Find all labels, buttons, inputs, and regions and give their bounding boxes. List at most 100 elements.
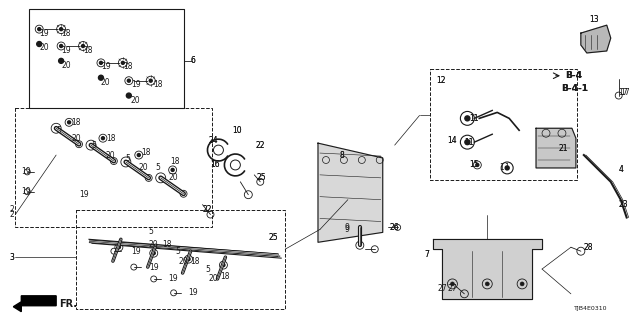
Circle shape xyxy=(60,44,63,47)
Text: 19: 19 xyxy=(189,288,198,297)
Text: 5: 5 xyxy=(91,140,96,150)
Text: 20: 20 xyxy=(131,96,140,105)
Text: 22: 22 xyxy=(255,140,265,150)
Text: 7: 7 xyxy=(424,250,429,259)
Circle shape xyxy=(38,28,41,31)
Text: 10: 10 xyxy=(232,126,242,135)
Text: 27: 27 xyxy=(438,284,447,293)
Text: 9: 9 xyxy=(345,225,350,234)
Text: 5: 5 xyxy=(148,227,154,236)
Circle shape xyxy=(505,166,509,170)
Text: 8: 8 xyxy=(340,150,345,160)
Text: 20: 20 xyxy=(179,257,188,266)
Polygon shape xyxy=(13,296,56,312)
Bar xyxy=(29,9,184,108)
Text: 22: 22 xyxy=(202,205,212,214)
Text: 19: 19 xyxy=(169,275,179,284)
Text: 8: 8 xyxy=(340,150,345,160)
Text: FR.: FR. xyxy=(59,299,77,309)
Text: 16: 16 xyxy=(211,160,220,170)
Text: 10: 10 xyxy=(232,126,242,135)
Text: 19: 19 xyxy=(21,167,31,176)
Circle shape xyxy=(68,121,70,124)
Text: 25: 25 xyxy=(268,233,278,242)
Circle shape xyxy=(99,75,104,80)
Text: 6: 6 xyxy=(191,56,195,65)
Text: 21: 21 xyxy=(559,144,568,153)
Bar xyxy=(15,108,212,228)
Text: 1: 1 xyxy=(504,164,509,172)
Text: 7: 7 xyxy=(424,250,429,259)
Circle shape xyxy=(99,61,102,64)
Circle shape xyxy=(117,246,120,249)
Text: 19: 19 xyxy=(79,190,89,199)
Circle shape xyxy=(465,116,470,121)
Text: 21: 21 xyxy=(559,144,568,153)
Text: 26: 26 xyxy=(390,223,399,232)
Text: 24: 24 xyxy=(209,136,218,145)
Circle shape xyxy=(59,58,63,63)
Text: 16: 16 xyxy=(211,160,220,170)
Text: B-4-1: B-4-1 xyxy=(561,84,588,93)
Polygon shape xyxy=(433,239,542,299)
Text: 4: 4 xyxy=(619,165,623,174)
Text: 17: 17 xyxy=(621,88,630,97)
Text: 19: 19 xyxy=(39,28,49,38)
Text: B-4-1: B-4-1 xyxy=(561,84,588,93)
Text: 2: 2 xyxy=(10,210,14,219)
Text: 18: 18 xyxy=(123,62,132,71)
Text: 18: 18 xyxy=(141,148,150,156)
Bar xyxy=(429,69,577,180)
Text: B-4: B-4 xyxy=(565,71,582,80)
Text: 15: 15 xyxy=(469,160,479,170)
Text: 13: 13 xyxy=(589,15,598,24)
Text: 15: 15 xyxy=(469,160,479,170)
Text: 18: 18 xyxy=(171,157,180,166)
Bar xyxy=(76,210,285,309)
Text: 2: 2 xyxy=(10,205,14,214)
Text: 18: 18 xyxy=(191,257,200,266)
Text: 28: 28 xyxy=(584,243,593,252)
Text: 19: 19 xyxy=(131,80,140,89)
Text: 11: 11 xyxy=(465,138,474,147)
Text: 19: 19 xyxy=(148,263,158,272)
Text: 23: 23 xyxy=(619,200,628,209)
Text: 22: 22 xyxy=(202,205,212,214)
Circle shape xyxy=(485,282,489,286)
Text: 24: 24 xyxy=(209,136,218,145)
Text: 23: 23 xyxy=(619,200,628,209)
Text: 14: 14 xyxy=(447,136,457,145)
Text: 18: 18 xyxy=(71,118,81,127)
Text: 4: 4 xyxy=(619,165,623,174)
Text: 26: 26 xyxy=(390,223,399,232)
Text: 17: 17 xyxy=(619,88,628,97)
Text: 20: 20 xyxy=(106,150,116,160)
Polygon shape xyxy=(318,143,383,242)
Circle shape xyxy=(149,79,152,82)
Text: 5: 5 xyxy=(126,154,131,163)
Text: 11: 11 xyxy=(469,114,479,123)
Text: 20: 20 xyxy=(148,240,158,249)
Circle shape xyxy=(60,28,63,31)
Text: 19: 19 xyxy=(61,46,71,55)
Circle shape xyxy=(465,140,470,145)
Circle shape xyxy=(152,252,156,255)
Text: 18: 18 xyxy=(220,272,230,282)
Text: 6: 6 xyxy=(191,56,195,65)
Text: B-4: B-4 xyxy=(565,71,582,80)
Text: 18: 18 xyxy=(153,80,162,89)
Circle shape xyxy=(102,137,104,140)
Text: 11: 11 xyxy=(469,114,479,123)
Text: 25: 25 xyxy=(256,173,266,182)
Text: 3: 3 xyxy=(10,253,14,262)
Polygon shape xyxy=(581,25,611,53)
Text: 27: 27 xyxy=(447,284,457,293)
Text: 5: 5 xyxy=(156,164,161,172)
Circle shape xyxy=(81,44,84,47)
Text: 12: 12 xyxy=(436,76,446,85)
Circle shape xyxy=(36,42,42,46)
Circle shape xyxy=(476,164,479,166)
Text: 11: 11 xyxy=(465,138,474,147)
Text: 20: 20 xyxy=(61,61,71,70)
Text: 20: 20 xyxy=(169,173,179,182)
